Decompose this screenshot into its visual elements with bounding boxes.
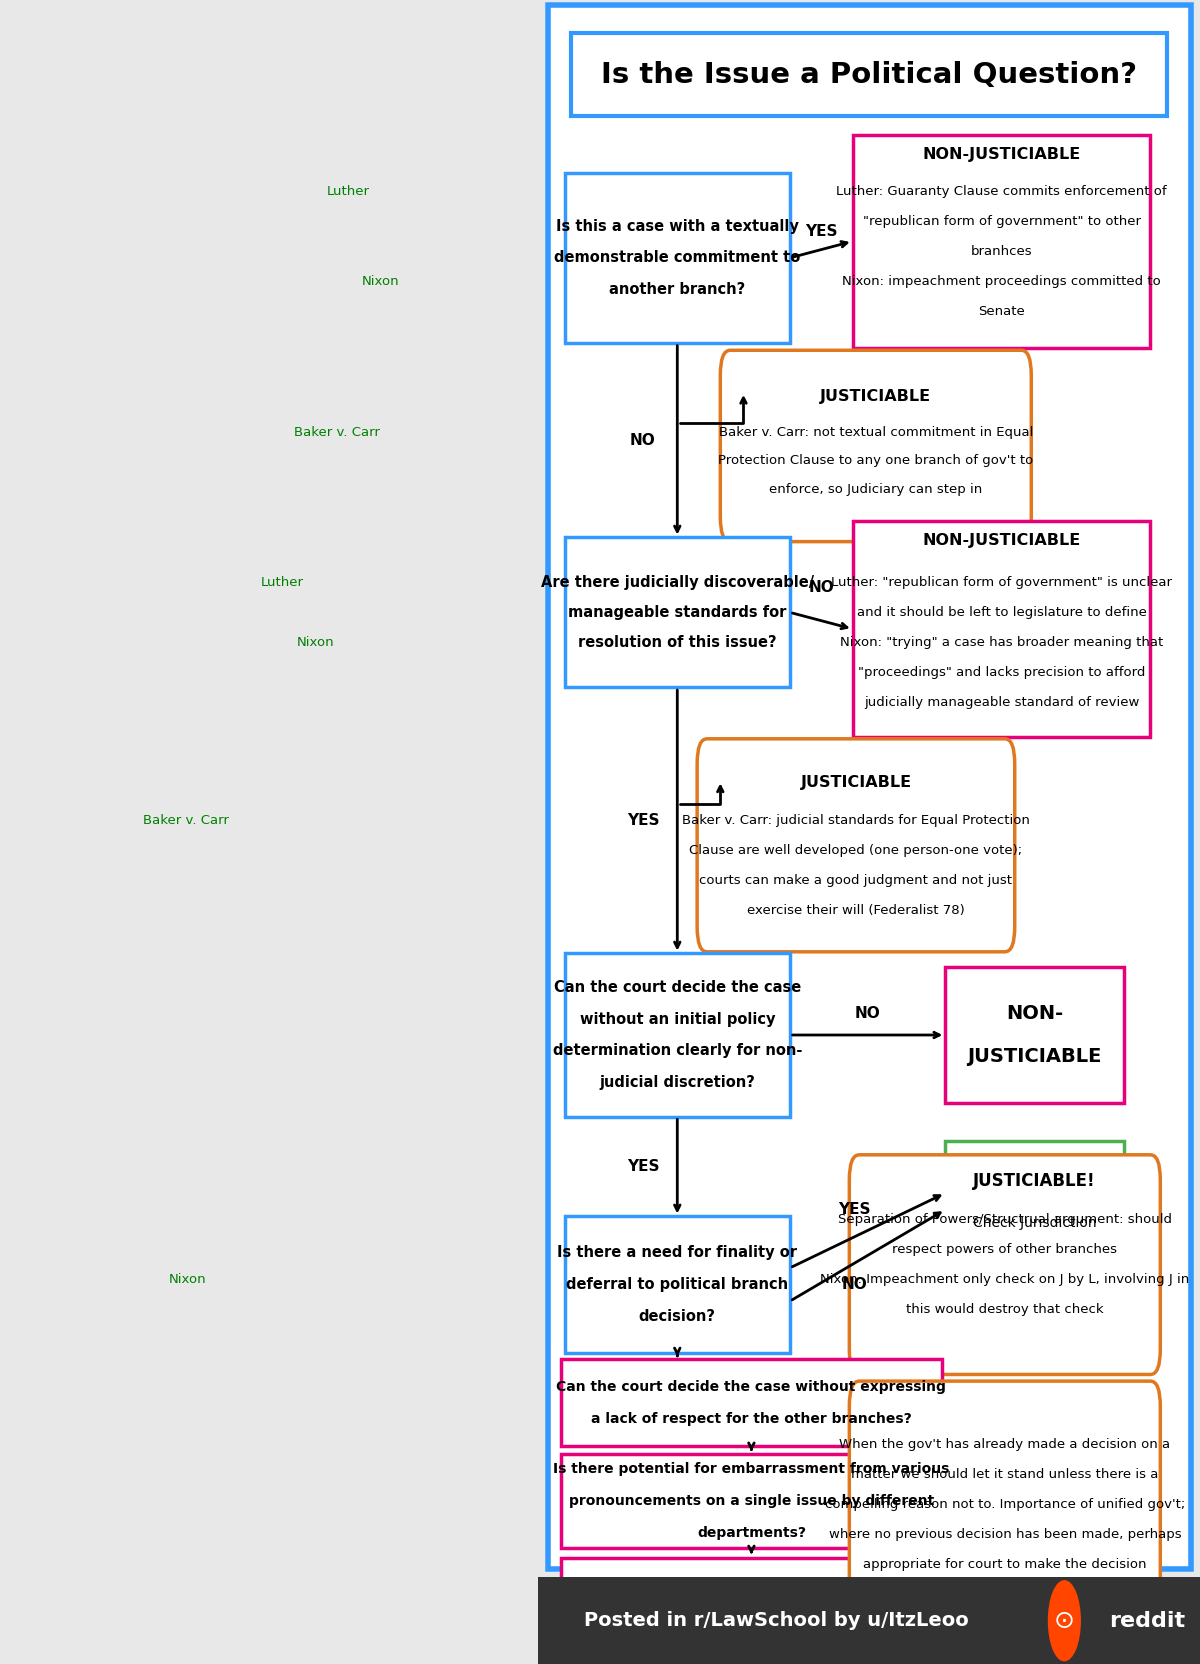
Text: Luther: Luther bbox=[260, 576, 304, 589]
Text: enforce, so Judiciary can step in: enforce, so Judiciary can step in bbox=[769, 483, 983, 496]
Text: NO: NO bbox=[809, 579, 834, 596]
Text: branhces: branhces bbox=[971, 245, 1032, 258]
Text: adherence to a political decision already made?: adherence to a political decision alread… bbox=[564, 1609, 938, 1624]
Text: Luther: "republican form of government" is unclear: Luther: "republican form of government" … bbox=[832, 576, 1172, 589]
FancyBboxPatch shape bbox=[560, 1558, 942, 1644]
Text: decision?: decision? bbox=[638, 1308, 715, 1325]
Text: compelling reason not to. Importance of unified gov't;: compelling reason not to. Importance of … bbox=[824, 1498, 1184, 1511]
Text: "republican form of government" to other: "republican form of government" to other bbox=[863, 215, 1140, 228]
Text: YES: YES bbox=[626, 812, 659, 829]
Text: judicially manageable standard of review: judicially manageable standard of review bbox=[864, 696, 1139, 709]
FancyBboxPatch shape bbox=[539, 1577, 1200, 1664]
Text: YES: YES bbox=[838, 1201, 870, 1218]
Text: Protection Clause to any one branch of gov't to: Protection Clause to any one branch of g… bbox=[718, 454, 1033, 468]
Text: and it should be left to legislature to define: and it should be left to legislature to … bbox=[857, 606, 1146, 619]
Text: Is the Issue a Political Question?: Is the Issue a Political Question? bbox=[601, 62, 1138, 88]
Text: this would destroy that check: this would destroy that check bbox=[906, 1303, 1104, 1316]
Text: a lack of respect for the other branches?: a lack of respect for the other branches… bbox=[592, 1411, 912, 1426]
Text: courts can make a good judgment and not just: courts can make a good judgment and not … bbox=[700, 874, 1013, 887]
Text: JUSTICIABLE: JUSTICIABLE bbox=[800, 774, 912, 790]
FancyBboxPatch shape bbox=[850, 1381, 1160, 1627]
Text: JUSTICIABLE: JUSTICIABLE bbox=[967, 1047, 1102, 1067]
Text: Is there an unusual need for unquestioning: Is there an unusual need for unquestioni… bbox=[582, 1577, 922, 1592]
Text: Is there potential for embarrassment from various: Is there potential for embarrassment fro… bbox=[553, 1463, 949, 1476]
Text: where no previous decision has been made, perhaps: where no previous decision has been made… bbox=[828, 1528, 1181, 1541]
Text: Nixon: Nixon bbox=[361, 275, 400, 288]
Text: determination clearly for non-: determination clearly for non- bbox=[553, 1043, 802, 1058]
Text: reddit: reddit bbox=[1109, 1611, 1186, 1631]
FancyBboxPatch shape bbox=[853, 521, 1151, 737]
Text: When the gov't has already made a decision on a: When the gov't has already made a decisi… bbox=[839, 1438, 1170, 1451]
Text: pronouncements on a single issue by different: pronouncements on a single issue by diff… bbox=[569, 1494, 934, 1508]
Text: Posted in r/LawSchool by u/ItzLeoo: Posted in r/LawSchool by u/ItzLeoo bbox=[584, 1611, 968, 1631]
Text: Senate: Senate bbox=[978, 305, 1025, 318]
FancyBboxPatch shape bbox=[850, 1155, 1160, 1374]
Text: YES: YES bbox=[805, 223, 838, 240]
FancyBboxPatch shape bbox=[565, 537, 790, 687]
Text: Baker v. Carr: judicial standards for Equal Protection: Baker v. Carr: judicial standards for Eq… bbox=[682, 814, 1030, 827]
FancyBboxPatch shape bbox=[560, 1454, 942, 1548]
Text: NON-JUSTICIABLE: NON-JUSTICIABLE bbox=[923, 146, 1081, 163]
Text: Can the court decide the case without expressing: Can the court decide the case without ex… bbox=[557, 1379, 947, 1394]
FancyBboxPatch shape bbox=[565, 1216, 790, 1353]
FancyBboxPatch shape bbox=[560, 1359, 942, 1446]
Text: deferral to political branch: deferral to political branch bbox=[566, 1276, 788, 1293]
Text: Luther: Luther bbox=[326, 185, 370, 198]
Text: judicial discretion?: judicial discretion? bbox=[599, 1075, 755, 1090]
Text: Nixon: Impeachment only check on J by L, involving J in: Nixon: Impeachment only check on J by L,… bbox=[820, 1273, 1189, 1286]
Text: departments?: departments? bbox=[697, 1526, 806, 1539]
FancyBboxPatch shape bbox=[697, 739, 1015, 952]
FancyBboxPatch shape bbox=[571, 33, 1166, 116]
Text: Clause are well developed (one person-one vote);: Clause are well developed (one person-on… bbox=[689, 844, 1022, 857]
Text: Nixon: Nixon bbox=[296, 636, 334, 649]
Text: Can the court decide the case: Can the court decide the case bbox=[553, 980, 800, 995]
FancyBboxPatch shape bbox=[720, 349, 1031, 542]
Text: appropriate for court to make the decision: appropriate for court to make the decisi… bbox=[863, 1558, 1146, 1571]
Text: matter we should let it stand unless there is a: matter we should let it stand unless the… bbox=[851, 1468, 1158, 1481]
Text: without an initial policy: without an initial policy bbox=[580, 1012, 775, 1027]
Text: NON-JUSTICIABLE: NON-JUSTICIABLE bbox=[923, 532, 1081, 549]
Text: NO: NO bbox=[841, 1276, 868, 1293]
Text: NO: NO bbox=[630, 433, 655, 448]
Text: respect powers of other branches: respect powers of other branches bbox=[893, 1243, 1117, 1256]
Text: Are there judicially discoverable/: Are there judicially discoverable/ bbox=[541, 574, 814, 591]
Text: YES: YES bbox=[626, 1158, 659, 1175]
Text: Check Jurisdiction: Check Jurisdiction bbox=[973, 1216, 1097, 1230]
Text: Is this a case with a textually: Is this a case with a textually bbox=[556, 218, 799, 235]
Text: demonstrable commitment to: demonstrable commitment to bbox=[554, 250, 800, 266]
Text: Is there a need for finality or: Is there a need for finality or bbox=[557, 1245, 797, 1261]
Text: Baker v. Carr: Baker v. Carr bbox=[294, 426, 379, 439]
FancyBboxPatch shape bbox=[545, 2, 1193, 1572]
Text: manageable standards for: manageable standards for bbox=[568, 604, 786, 621]
Text: Nixon: "trying" a case has broader meaning that: Nixon: "trying" a case has broader meani… bbox=[840, 636, 1163, 649]
Text: Nixon: impeachment proceedings committed to: Nixon: impeachment proceedings committed… bbox=[842, 275, 1160, 288]
Circle shape bbox=[1049, 1581, 1080, 1661]
Text: ⊙: ⊙ bbox=[1054, 1609, 1075, 1632]
Text: Luther: Guaranty Clause commits enforcement of: Luther: Guaranty Clause commits enforcem… bbox=[836, 185, 1166, 198]
FancyBboxPatch shape bbox=[565, 173, 790, 343]
Text: NON-: NON- bbox=[1006, 1003, 1063, 1023]
FancyBboxPatch shape bbox=[853, 135, 1151, 348]
FancyBboxPatch shape bbox=[946, 967, 1124, 1103]
Text: another branch?: another branch? bbox=[610, 281, 745, 298]
Text: Baker v. Carr: Baker v. Carr bbox=[143, 814, 229, 827]
FancyBboxPatch shape bbox=[565, 953, 790, 1117]
Text: Baker v. Carr: not textual commitment in Equal: Baker v. Carr: not textual commitment in… bbox=[719, 426, 1033, 439]
Text: JUSTICIABLE!: JUSTICIABLE! bbox=[973, 1173, 1096, 1190]
Text: "proceedings" and lacks precision to afford: "proceedings" and lacks precision to aff… bbox=[858, 666, 1145, 679]
FancyBboxPatch shape bbox=[946, 1142, 1124, 1261]
Text: Separation of Powers/Structrual argument: should: Separation of Powers/Structrual argument… bbox=[838, 1213, 1172, 1226]
Text: Nixon: Nixon bbox=[169, 1273, 206, 1286]
Text: resolution of this issue?: resolution of this issue? bbox=[578, 634, 776, 651]
Text: JUSTICIABLE: JUSTICIABLE bbox=[821, 388, 931, 404]
Text: exercise their will (Federalist 78): exercise their will (Federalist 78) bbox=[748, 904, 965, 917]
Text: NO: NO bbox=[854, 1005, 881, 1022]
